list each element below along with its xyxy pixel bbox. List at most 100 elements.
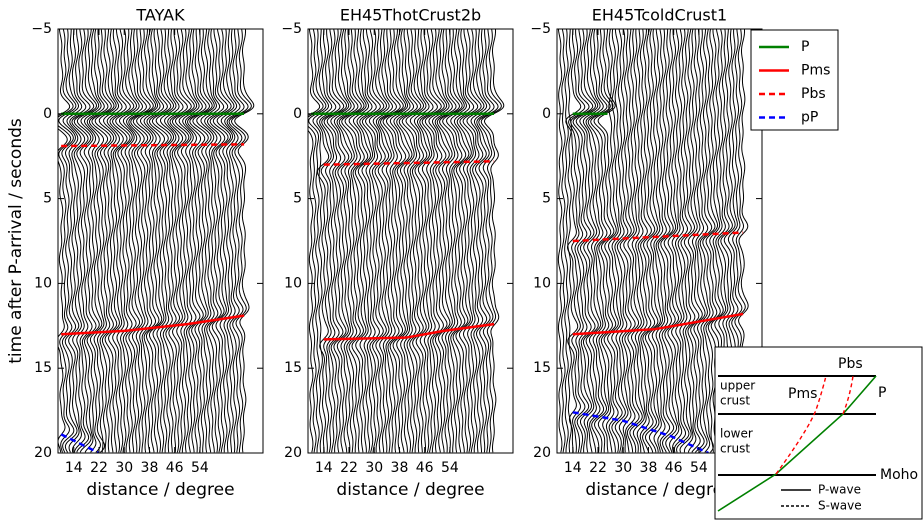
- trace: [428, 29, 448, 453]
- y-tick-label: 20: [284, 445, 302, 461]
- axes-frame: [556, 28, 763, 454]
- trace: [480, 29, 502, 453]
- trace: [130, 29, 151, 453]
- x-axis-label: distance / degree: [336, 480, 484, 500]
- trace: [623, 29, 636, 453]
- inset-diagram: Pbs Pms P upper crust lower crust Moho P…: [714, 346, 923, 520]
- panel-title: EH45ThotCrust2b: [340, 6, 481, 25]
- trace: [196, 29, 215, 453]
- trace: [192, 29, 213, 453]
- traces: [557, 29, 749, 453]
- phase-line: [323, 160, 495, 166]
- trace: [326, 29, 347, 453]
- trace: [603, 29, 617, 453]
- axes-frame: [57, 28, 264, 454]
- trace: [705, 29, 719, 453]
- phase-line: [61, 314, 245, 336]
- trace: [567, 29, 572, 453]
- trace: [671, 29, 683, 453]
- trace: [456, 29, 475, 453]
- trace: [655, 29, 667, 453]
- trace: [389, 29, 409, 453]
- trace: [564, 29, 569, 453]
- trace: [139, 29, 159, 453]
- trace: [209, 29, 229, 453]
- trace: [169, 29, 188, 453]
- y-tick-label: 20: [533, 445, 551, 461]
- trace: [361, 29, 381, 453]
- legend-label: P: [801, 39, 809, 55]
- y-axis-label: time after P-arrival / seconds: [6, 118, 26, 364]
- trace: [639, 29, 652, 453]
- trace: [626, 29, 640, 453]
- trace: [450, 29, 467, 453]
- phases: [60, 112, 245, 453]
- trace: [212, 29, 232, 453]
- trace: [155, 29, 174, 453]
- phase-line: [572, 231, 744, 243]
- trace: [683, 29, 696, 453]
- trace: [436, 29, 457, 453]
- trace: [632, 29, 645, 453]
- phase-line: [323, 322, 495, 341]
- trace: [80, 29, 100, 453]
- panels: −5 0 5 10 15 20 14 22 30 38 46 54 TAYAK distance / de…: [6, 6, 839, 500]
- trace: [220, 29, 238, 453]
- trace: [446, 29, 465, 453]
- x-tick-label: 14: [564, 460, 582, 476]
- y-tick-label: 15: [533, 360, 551, 376]
- trace: [103, 29, 120, 453]
- x-tick-label: 38: [640, 460, 658, 476]
- trace: [58, 29, 71, 453]
- trace: [421, 29, 442, 453]
- trace: [368, 29, 387, 453]
- pms-ray: [775, 375, 827, 475]
- phases: [311, 112, 495, 341]
- trace: [629, 29, 643, 453]
- trace: [364, 29, 385, 453]
- phase-line: [61, 143, 245, 148]
- trace: [385, 29, 407, 453]
- trace: [687, 29, 700, 453]
- trace: [473, 29, 491, 453]
- phase-line: [60, 433, 100, 453]
- trace: [174, 29, 195, 453]
- y-tick-label: 20: [34, 445, 52, 461]
- x-tick-label: 54: [441, 460, 459, 476]
- trace: [228, 29, 249, 453]
- trace: [557, 29, 563, 453]
- trace: [476, 29, 495, 453]
- x-tick-label: 38: [141, 460, 159, 476]
- trace: [336, 29, 355, 453]
- trace: [112, 29, 131, 453]
- trace: [459, 29, 479, 453]
- trace: [88, 29, 109, 453]
- panel: −5 0 5 10 15 20 14 22 30 38 46 54 EH45ThotCrust2b dis…: [281, 6, 514, 500]
- trace: [616, 29, 629, 453]
- trace: [434, 29, 453, 453]
- x-tick-label: 46: [665, 460, 683, 476]
- trace: [644, 29, 659, 453]
- trace: [94, 29, 115, 453]
- trace: [321, 29, 341, 453]
- trace: [164, 29, 180, 453]
- y-tick-label: 15: [284, 360, 302, 376]
- x-tick-label: 14: [65, 460, 83, 476]
- trace: [396, 29, 415, 453]
- trace: [126, 29, 143, 453]
- trace: [693, 29, 706, 453]
- trace: [330, 29, 350, 453]
- y-tick-label: 10: [284, 275, 302, 291]
- trace: [71, 29, 91, 453]
- x-tick-label: 54: [191, 460, 209, 476]
- trace: [204, 29, 221, 453]
- trace: [86, 29, 105, 453]
- trace: [673, 29, 687, 453]
- trace: [58, 29, 74, 453]
- trace: [419, 29, 438, 453]
- trace: [178, 29, 198, 453]
- trace: [679, 29, 692, 453]
- trace: [614, 29, 626, 453]
- trace: [380, 29, 401, 453]
- x-tick-label: 22: [589, 460, 607, 476]
